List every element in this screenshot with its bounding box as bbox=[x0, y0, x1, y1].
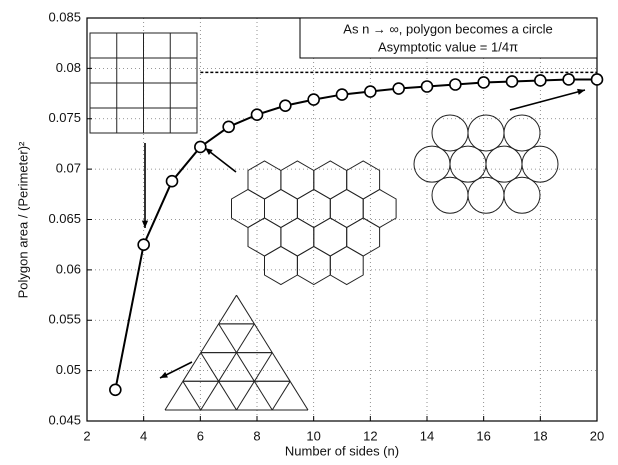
y-tick-label: 0.085 bbox=[48, 9, 81, 24]
chart: As n → ∞, polygon becomes a circle Asymp… bbox=[0, 0, 618, 465]
y-tick-label: 0.055 bbox=[48, 312, 81, 327]
y-tick-label: 0.05 bbox=[56, 362, 81, 377]
x-tick-label: 20 bbox=[590, 428, 604, 443]
y-axis-label: Polygon area / (Perimeter)² bbox=[15, 141, 30, 298]
x-tick-label: 4 bbox=[140, 428, 147, 443]
x-tick-label: 8 bbox=[253, 428, 260, 443]
data-point bbox=[110, 384, 121, 395]
data-point bbox=[223, 121, 234, 132]
data-point bbox=[365, 86, 376, 97]
x-tick-label: 2 bbox=[83, 428, 90, 443]
y-tick-label: 0.065 bbox=[48, 211, 81, 226]
y-tick-label: 0.07 bbox=[56, 161, 81, 176]
x-tick-label: 14 bbox=[420, 428, 434, 443]
y-tick-label: 0.045 bbox=[48, 412, 81, 427]
background bbox=[0, 0, 618, 465]
x-tick-label: 18 bbox=[533, 428, 547, 443]
data-point bbox=[450, 79, 461, 90]
data-point bbox=[308, 94, 319, 105]
x-tick-label: 10 bbox=[306, 428, 320, 443]
data-point bbox=[592, 74, 603, 85]
data-point bbox=[167, 176, 178, 187]
x-tick-label: 12 bbox=[363, 428, 377, 443]
data-point bbox=[280, 100, 291, 111]
y-tick-label: 0.075 bbox=[48, 110, 81, 125]
x-tick-label: 6 bbox=[197, 428, 204, 443]
data-point bbox=[252, 109, 263, 120]
y-tick-label: 0.06 bbox=[56, 261, 81, 276]
data-point bbox=[195, 141, 206, 152]
x-tick-label: 16 bbox=[476, 428, 490, 443]
data-point bbox=[507, 76, 518, 87]
data-point bbox=[563, 74, 574, 85]
data-point bbox=[422, 81, 433, 92]
data-point bbox=[393, 83, 404, 94]
annotation-line: Asymptotic value = 1/4π bbox=[378, 39, 518, 54]
x-axis-label: Number of sides (n) bbox=[285, 443, 399, 458]
annotation-line: As n → ∞, polygon becomes a circle bbox=[343, 21, 552, 36]
y-tick-label: 0.08 bbox=[56, 60, 81, 75]
data-point bbox=[535, 75, 546, 86]
data-point bbox=[337, 89, 348, 100]
data-point bbox=[478, 77, 489, 88]
data-point bbox=[138, 239, 149, 250]
